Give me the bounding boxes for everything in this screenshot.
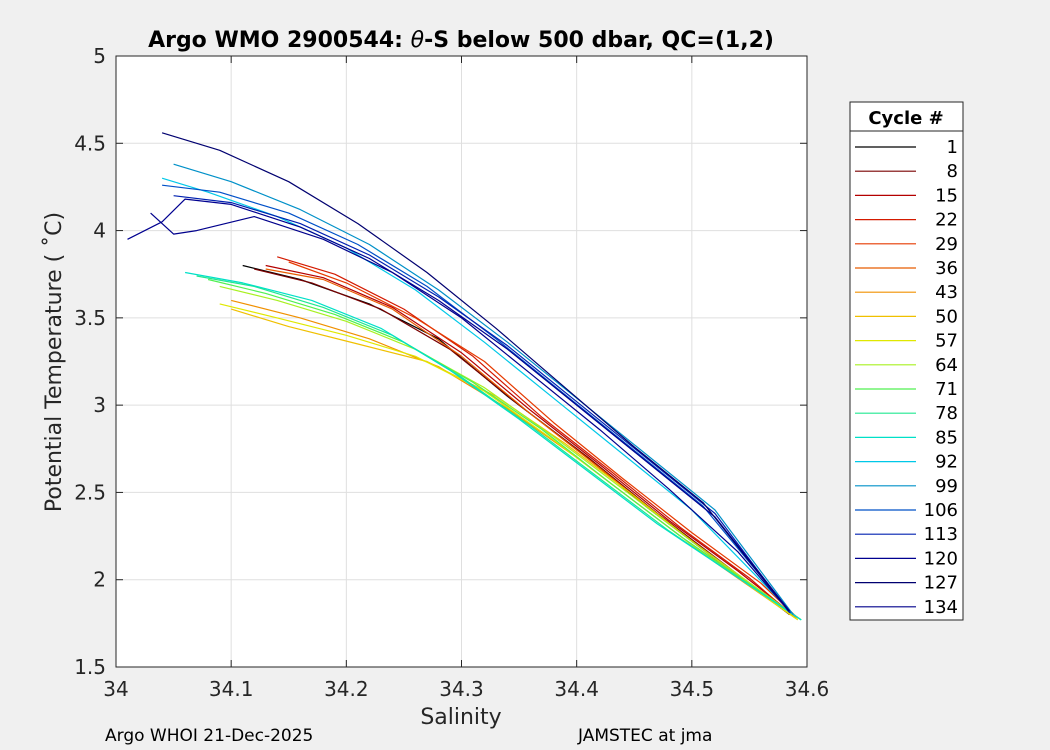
- x-tick-label: 34: [103, 677, 128, 701]
- legend-label: 134: [924, 597, 958, 618]
- y-axis: 1.5 2 2.5 3 3.5 4 4.5 5: [74, 44, 807, 679]
- y-tick-label: 3.5: [74, 306, 106, 330]
- chart-title: Argo WMO 2900544: θ-S below 500 dbar, QC…: [148, 28, 774, 53]
- legend-label: 106: [924, 500, 958, 521]
- series-line-cycle-92: [161, 177, 796, 617]
- footer-left: Argo WHOI 21-Dec-2025: [105, 726, 313, 746]
- x-tick-label: 34.3: [439, 677, 484, 701]
- legend-label: 29: [935, 234, 958, 255]
- legend-label: 99: [935, 476, 958, 497]
- legend-label: 22: [935, 210, 958, 231]
- series-line-cycle-113: [173, 195, 791, 614]
- series-line-cycle-85: [184, 271, 802, 621]
- y-tick-label: 4.5: [74, 131, 106, 155]
- y-tick-label: 2: [93, 568, 106, 592]
- x-axis-label: Salinity: [420, 705, 501, 730]
- legend-title: Cycle #: [868, 108, 943, 129]
- series-line-cycle-78: [196, 275, 802, 621]
- legend-label: 1: [947, 137, 958, 158]
- legend-label: 113: [924, 524, 958, 545]
- series-line-cycle-64: [219, 285, 802, 621]
- series-group: [127, 132, 802, 621]
- series-line-cycle-15: [265, 264, 796, 617]
- legend-label: 15: [935, 185, 958, 206]
- legend-label: 8: [947, 161, 958, 182]
- legend-label: 127: [924, 573, 958, 594]
- y-axis-label: Potential Temperature ( ˚C): [42, 212, 67, 512]
- y-tick-label: 4: [93, 219, 106, 243]
- y-tick-label: 2.5: [74, 480, 106, 504]
- legend-label: 36: [935, 258, 958, 279]
- x-tick-label: 34.5: [670, 677, 715, 701]
- series-line-cycle-127: [161, 132, 790, 612]
- series-line-cycle-8: [254, 268, 791, 616]
- y-tick-label: 1.5: [74, 655, 106, 679]
- series-line-cycle-71: [207, 278, 802, 621]
- legend-label: 57: [935, 331, 958, 352]
- series-line-cycle-134: [150, 212, 788, 610]
- y-tick-label: 3: [93, 393, 106, 417]
- footer-right: JAMSTEC at jma: [577, 726, 712, 746]
- x-tick-label: 34.2: [324, 677, 369, 701]
- x-tick-label: 34.6: [785, 677, 830, 701]
- legend: Cycle # 18152229364350576471788592991061…: [849, 101, 964, 621]
- legend-label: 85: [935, 427, 958, 448]
- legend-label: 120: [924, 548, 958, 569]
- legend-label: 50: [935, 306, 958, 327]
- legend-label: 71: [935, 379, 958, 400]
- x-tick-label: 34.4: [554, 677, 599, 701]
- legend-label: 64: [935, 355, 958, 376]
- legend-label: 92: [935, 452, 958, 473]
- series-line-cycle-99: [173, 163, 794, 615]
- x-axis: 34 34.1 34.2 34.3 34.4 34.5 34.6: [103, 56, 829, 701]
- series-line-cycle-22: [277, 256, 796, 619]
- legend-label: 78: [935, 403, 958, 424]
- series-line-cycle-29: [288, 261, 799, 619]
- x-tick-label: 34.1: [209, 677, 254, 701]
- y-tick-label: 5: [93, 44, 106, 68]
- legend-entries: 1 8 15 22 29 36 43 50 57 64 71 78 85 92 99 106 113 120 127…: [855, 137, 958, 618]
- legend-label: 43: [935, 282, 958, 303]
